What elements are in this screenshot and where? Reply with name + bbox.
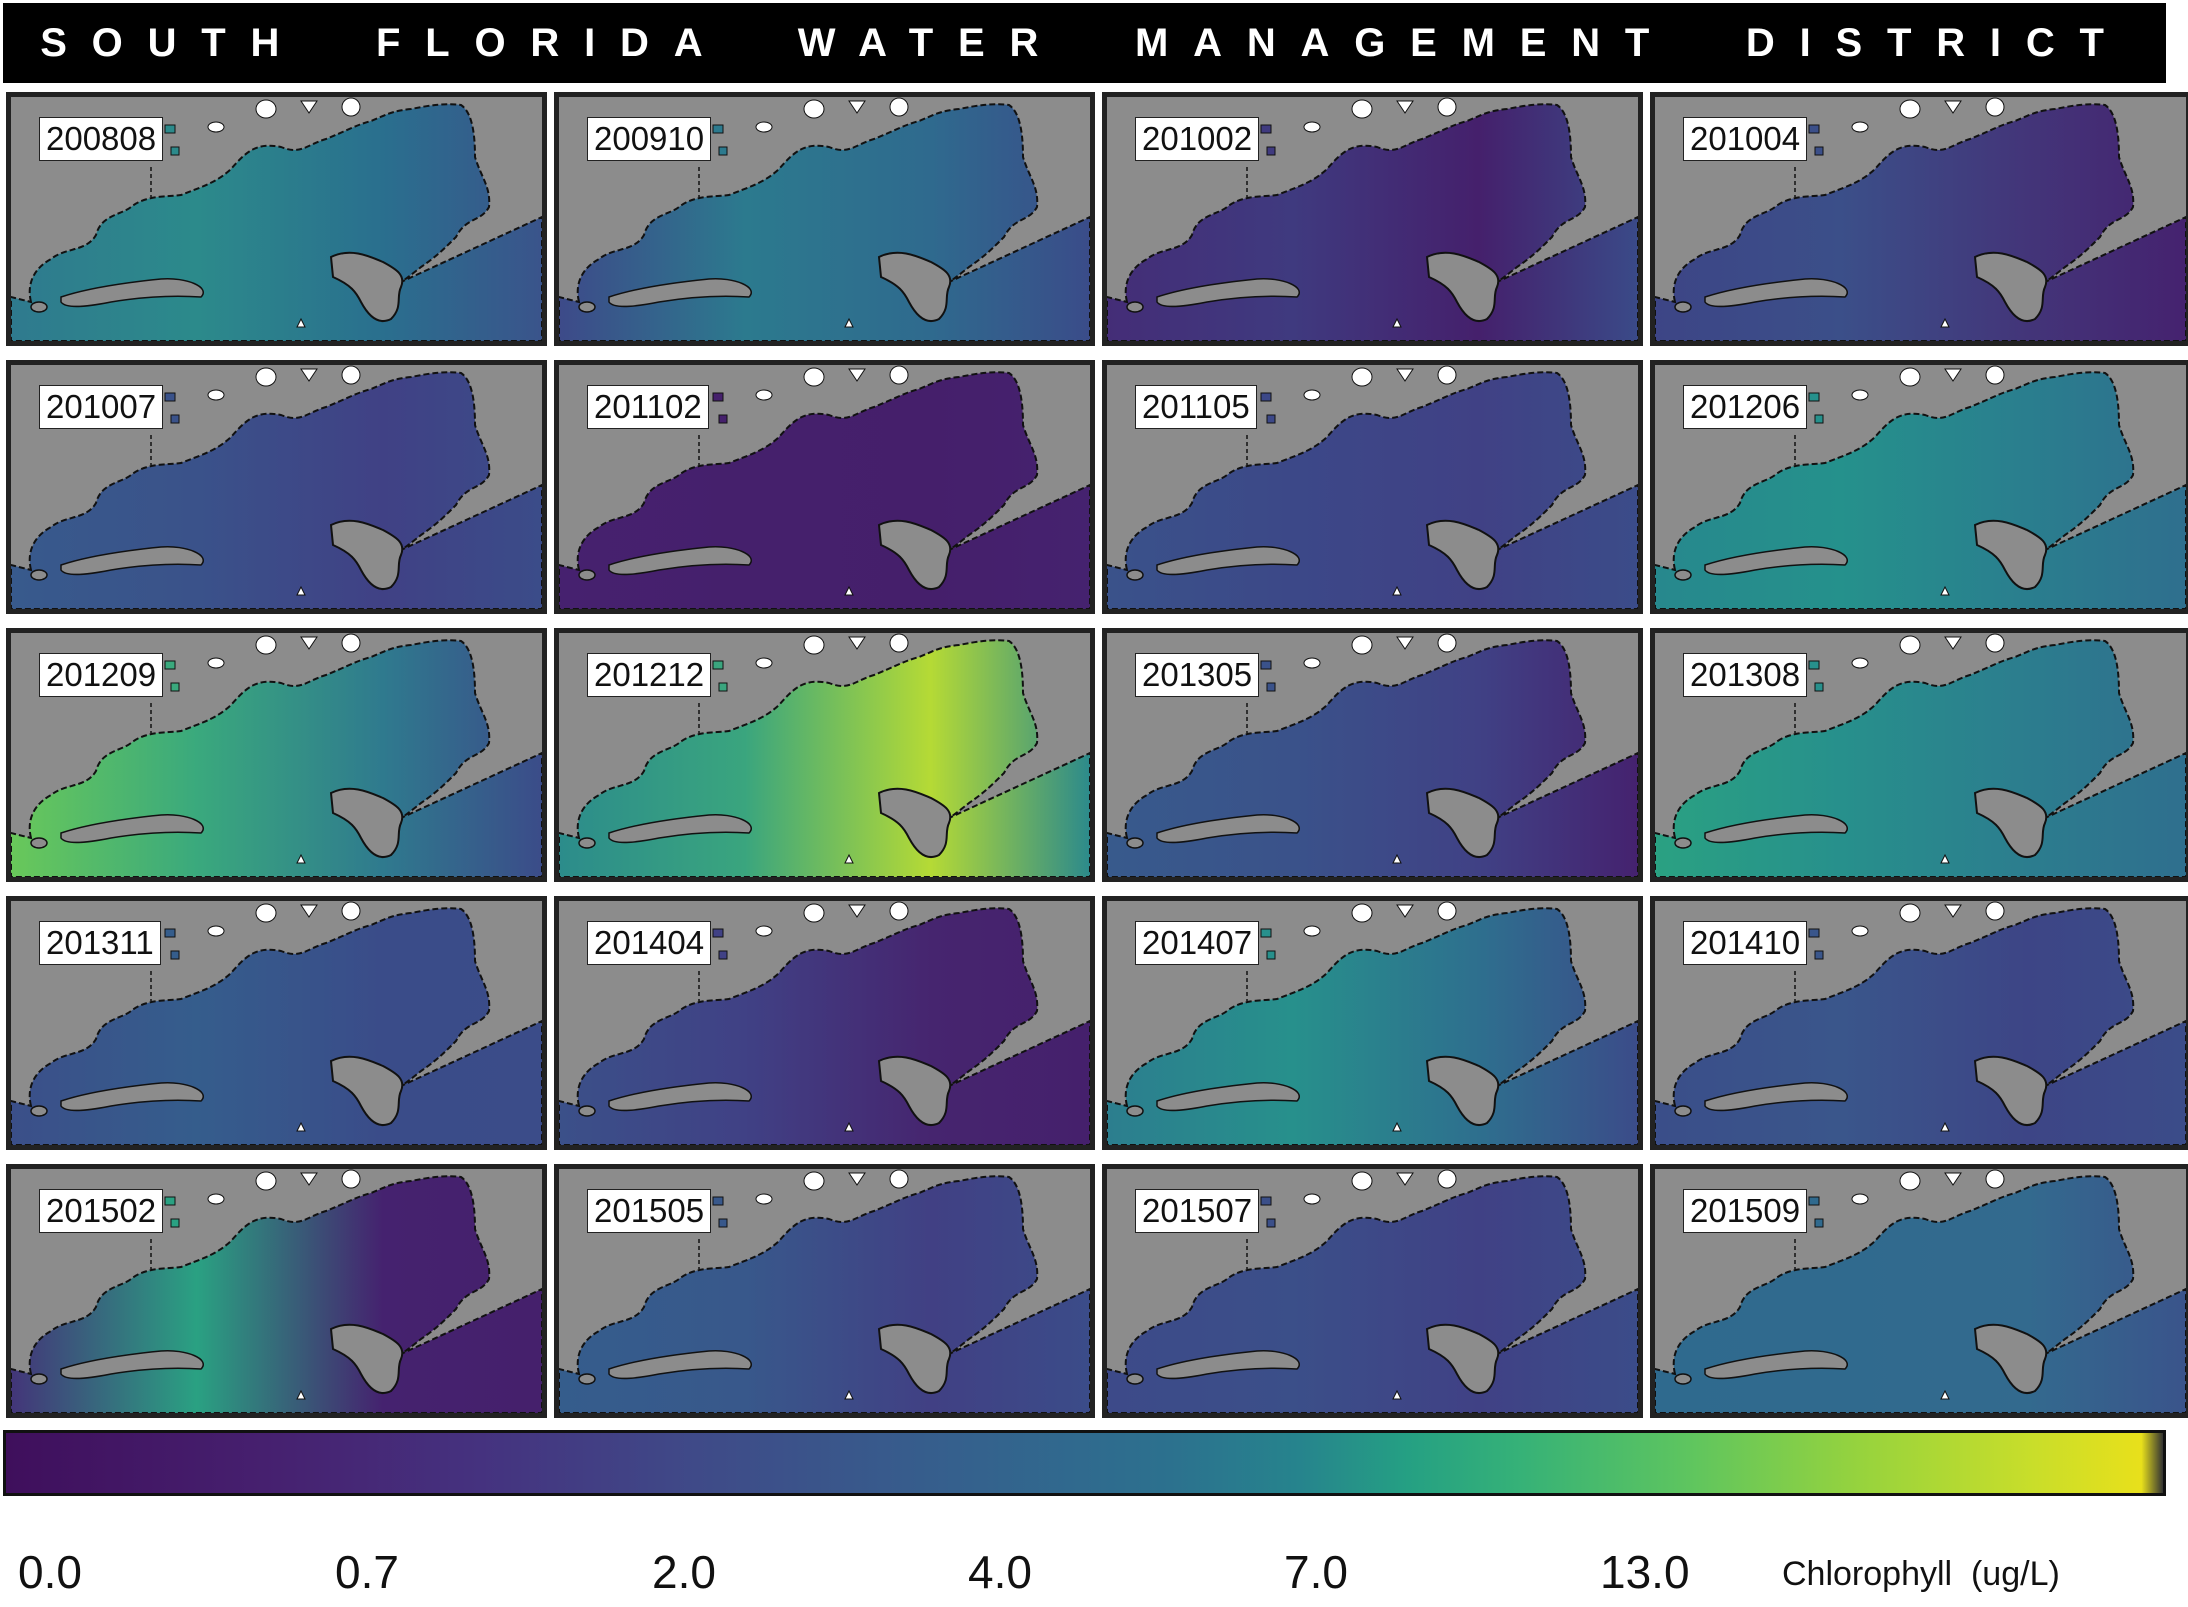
panel-date-label: 201509 — [1683, 1189, 1808, 1233]
panel-date-label: 201004 — [1683, 117, 1808, 161]
map-panel: 201305 — [1102, 628, 1643, 882]
panel-date-label: 201507 — [1135, 1189, 1260, 1233]
map-panel: 201505 — [554, 1164, 1095, 1418]
panel-date-label: 201404 — [587, 921, 712, 965]
map-panel: 201407 — [1102, 896, 1643, 1150]
map-panel: 201311 — [6, 896, 547, 1150]
panel-date-label: 201305 — [1135, 653, 1260, 697]
colorbar-units-label: Chlorophyll (ug/L) — [1782, 1555, 2060, 1593]
panel-date-label: 201212 — [587, 653, 712, 697]
panel-date-label: 201007 — [39, 385, 164, 429]
panel-date-label: 201105 — [1135, 385, 1257, 429]
district-title-banner: SOUTH FLORIDA WATER MANAGEMENT DISTRICT — [3, 3, 2166, 83]
map-panel: 201209 — [6, 628, 547, 882]
map-panel: 200808 — [6, 92, 547, 346]
map-panel: 200910 — [554, 92, 1095, 346]
lake-map — [1655, 901, 2186, 1145]
colorbar-tick-4: 7.0 — [1284, 1546, 1348, 1598]
map-panel: 201002 — [1102, 92, 1643, 346]
panel-date-label: 201502 — [39, 1189, 164, 1233]
map-panel: 201509 — [1650, 1164, 2188, 1418]
panel-date-label: 201102 — [587, 385, 709, 429]
map-grid: 200808 200910 201002 201004 201007 201102 2011… — [6, 92, 2188, 1420]
panel-date-label: 201410 — [1683, 921, 1808, 965]
lake-map — [559, 1169, 1090, 1413]
lake-map — [559, 97, 1090, 341]
map-panel: 201004 — [1650, 92, 2188, 346]
panel-date-label: 200808 — [39, 117, 164, 161]
map-panel: 201102 — [554, 360, 1095, 614]
colorbar-tick-0: 0.0 — [18, 1546, 82, 1598]
lake-map — [11, 97, 542, 341]
colorbar-tick-2: 2.0 — [652, 1546, 716, 1598]
panel-date-label: 200910 — [587, 117, 712, 161]
map-panel: 201410 — [1650, 896, 2188, 1150]
colorbar-tick-5: 13.0 — [1600, 1546, 1690, 1598]
map-panel: 201105 — [1102, 360, 1643, 614]
chlorophyll-colorbar — [3, 1430, 2166, 1496]
map-panel: 201404 — [554, 896, 1095, 1150]
lake-map — [11, 1169, 542, 1413]
map-panel: 201206 — [1650, 360, 2188, 614]
panel-date-label: 201206 — [1683, 385, 1808, 429]
panel-date-label: 201209 — [39, 653, 164, 697]
panel-date-label: 201002 — [1135, 117, 1260, 161]
map-panel: 201502 — [6, 1164, 547, 1418]
map-panel: 201212 — [554, 628, 1095, 882]
panel-date-label: 201308 — [1683, 653, 1808, 697]
panel-date-label: 201311 — [39, 921, 161, 965]
map-panel: 201507 — [1102, 1164, 1643, 1418]
map-panel: 201308 — [1650, 628, 2188, 882]
map-panel: 201007 — [6, 360, 547, 614]
colorbar-tick-3: 4.0 — [968, 1546, 1032, 1598]
panel-date-label: 201407 — [1135, 921, 1260, 965]
panel-date-label: 201505 — [587, 1189, 712, 1233]
colorbar-tick-1: 0.7 — [335, 1546, 399, 1598]
